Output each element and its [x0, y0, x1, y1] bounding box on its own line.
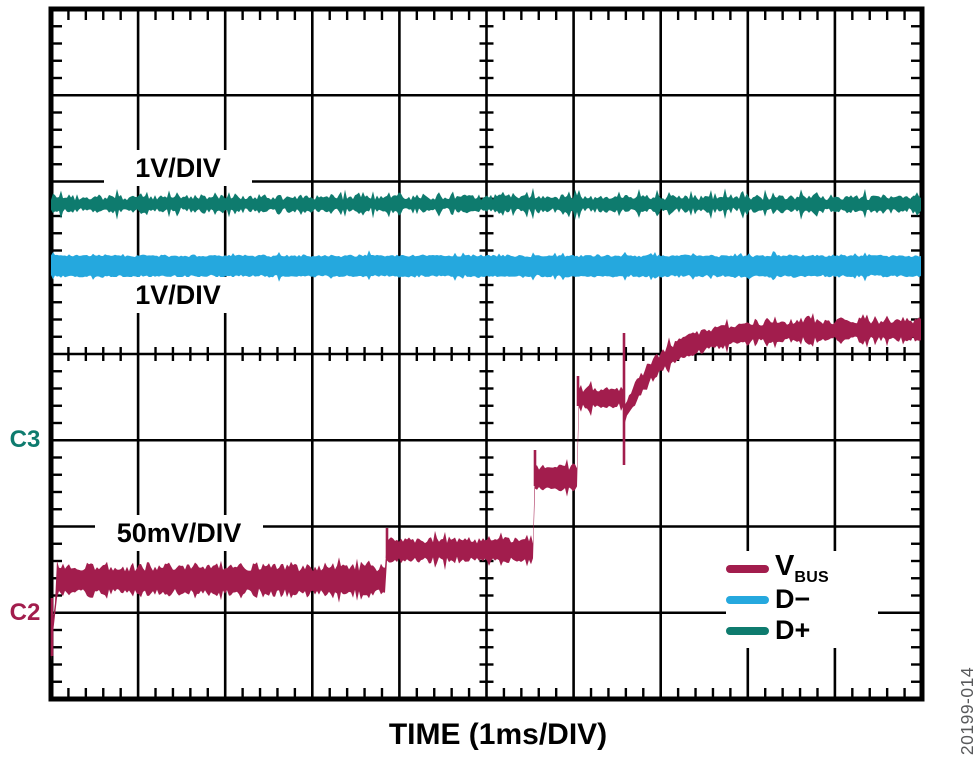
- dplus-line-swatch: [726, 626, 769, 635]
- trace-d-plus: [51, 187, 921, 220]
- figure-number: 20199-014: [957, 666, 977, 756]
- dplus-scale-label: 1V/DIV: [104, 150, 252, 186]
- channel-marker-c3: C3: [9, 426, 41, 453]
- legend-label-vbus: VBUS: [775, 549, 830, 586]
- legend-label-dminus: D−: [775, 584, 811, 614]
- vbus-scale-label: 50mV/DIV: [95, 515, 263, 551]
- trace-d-minus: [51, 250, 921, 282]
- legend: VBUS D− D+: [726, 551, 878, 648]
- legend-item-vbus: VBUS: [726, 549, 878, 586]
- plot-border: [48, 6, 925, 702]
- vbus-line-swatch: [726, 564, 769, 573]
- legend-label-dplus: D+: [775, 615, 811, 645]
- dminus-line-swatch: [726, 595, 769, 604]
- trace-vbus: [50, 313, 921, 662]
- legend-item-dplus: D+: [726, 615, 878, 646]
- dminus-scale-label: 1V/DIV: [104, 277, 252, 313]
- x-axis-label: TIME (1ms/DIV): [388, 718, 608, 751]
- channel-marker-c2: C2: [9, 599, 41, 626]
- legend-item-dminus: D−: [726, 584, 878, 615]
